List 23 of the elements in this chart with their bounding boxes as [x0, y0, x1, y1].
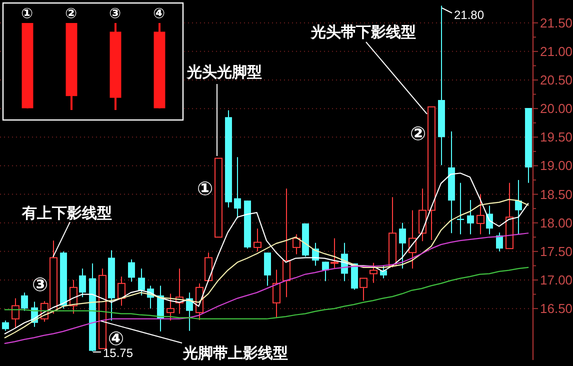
annotation: 21.80 — [454, 8, 484, 22]
y-tick-label: 19.00 — [540, 158, 573, 174]
y-tick-label: 19.50 — [540, 130, 573, 145]
annotation: 有上下影线型 — [21, 205, 112, 222]
annotation: ② — [410, 124, 426, 145]
y-tick-label: 20.50 — [540, 72, 573, 88]
y-tick-label: 21.50 — [540, 15, 573, 30]
y-tick-label: 16.50 — [540, 301, 573, 316]
x-tick-label: ③ — [109, 5, 122, 21]
y-tick-label: 21.00 — [540, 44, 573, 59]
annotation: ③ — [32, 275, 48, 296]
y-tick-label: 18.50 — [540, 186, 573, 202]
y-tick-label: 18.00 — [540, 215, 573, 230]
x-tick-label: ① — [21, 5, 34, 21]
y-tick-label: 20.00 — [540, 101, 573, 116]
y-tick-label: 17.00 — [540, 272, 573, 288]
annotation: 光头带下影线型 — [310, 24, 416, 41]
x-tick-label: ④ — [153, 5, 166, 21]
y-tick-label: 17.50 — [540, 244, 573, 259]
annotation: ① — [196, 179, 214, 200]
annotation: 光头光脚型 — [186, 64, 262, 81]
x-tick-label: ② — [65, 5, 78, 21]
annotation: 光脚带上影线型 — [182, 345, 288, 362]
